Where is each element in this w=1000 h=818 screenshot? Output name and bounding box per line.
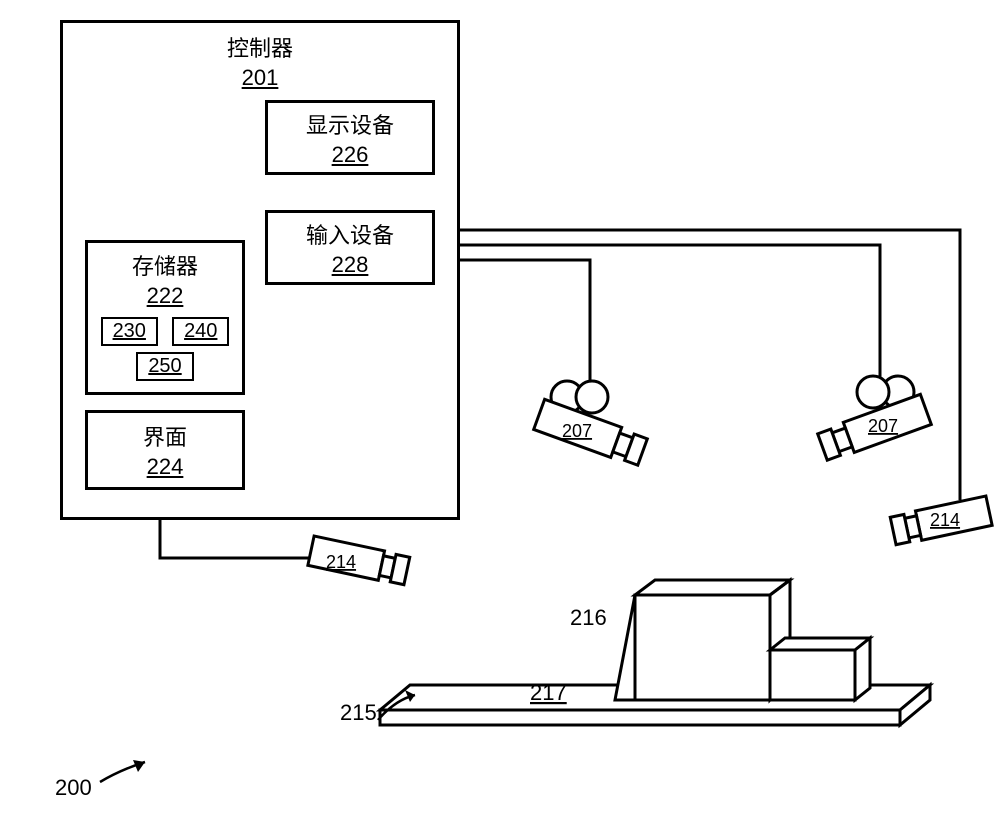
memory-sub-230: 230 [101,317,158,346]
label-200: 200 [55,775,92,801]
memory-sub-240: 240 [172,317,229,346]
svg-text:214: 214 [930,510,960,530]
wire-left-camera [160,520,310,558]
wire-top-mid [460,245,880,378]
memory-box: 存储器 222 230 240 250 [85,240,245,395]
camera-right: 214 [890,496,992,546]
input-device-box: 输入设备 228 [265,210,435,285]
controller-number: 201 [242,65,279,91]
display-device-number: 226 [332,142,369,168]
input-device-number: 228 [332,252,369,278]
display-device-box: 显示设备 226 [265,100,435,175]
svg-text:207: 207 [868,416,898,436]
memory-sub-250: 250 [136,352,193,381]
projector-left: 207 [534,381,648,467]
svg-text:207: 207 [562,421,592,441]
arrow-200-curve [100,762,145,782]
box-216 [615,580,790,700]
box-217 [770,638,870,700]
arrow-215-head [405,690,415,702]
camera-left: 214 [308,536,410,586]
display-device-title: 显示设备 [306,108,394,140]
interface-title: 界面 [143,420,187,452]
svg-text:214: 214 [326,552,356,572]
platform [380,685,930,725]
wire-top-left [460,260,590,383]
memory-title: 存储器 [132,249,198,281]
arrow-215-curve [378,695,415,720]
diagram-canvas: 控制器 201 显示设备 226 输入设备 228 存储器 222 230 24… [0,0,1000,818]
interface-number: 224 [147,454,184,480]
label-215: 215 [340,700,377,726]
controller-title: 控制器 [227,31,293,63]
input-device-title: 输入设备 [306,218,394,250]
arrow-200-head [133,760,145,772]
label-217: 217 [530,680,567,705]
interface-box: 界面 224 [85,410,245,490]
projector-right: 207 [817,376,931,462]
memory-number: 222 [147,283,184,309]
label-216: 216 [570,605,607,631]
wire-top-right [460,230,960,500]
